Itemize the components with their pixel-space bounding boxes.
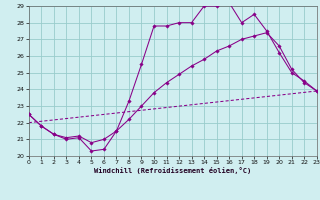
X-axis label: Windchill (Refroidissement éolien,°C): Windchill (Refroidissement éolien,°C) — [94, 167, 252, 174]
